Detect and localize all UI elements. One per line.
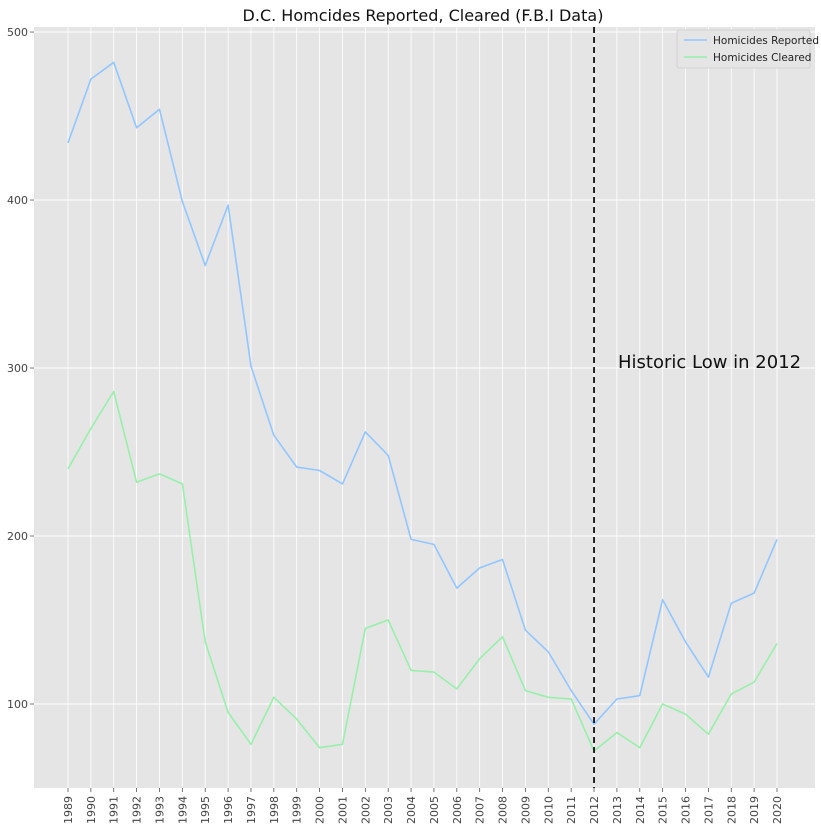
y-tick-label-200: 200	[7, 530, 28, 543]
x-tick-label-2018: 2018	[725, 796, 738, 824]
legend-label-reported: Homicides Reported	[713, 35, 819, 47]
legend-label-cleared: Homicides Cleared	[713, 52, 811, 64]
x-tick-label-2001: 2001	[336, 796, 349, 824]
x-tick-label-2012: 2012	[588, 796, 601, 824]
series-line-reported	[67, 61, 778, 726]
x-tick-label-2003: 2003	[382, 796, 395, 824]
series-line-cleared	[67, 390, 778, 752]
x-tick-label-2004: 2004	[405, 796, 418, 824]
x-tick-label-2019: 2019	[748, 796, 761, 824]
x-axis-ticks: 1989 1990 1991 1992 1993 1994 1995 1996 1997 1998…	[62, 788, 784, 824]
y-tick-label-100: 100	[7, 698, 28, 711]
x-tick-label-1997: 1997	[245, 796, 258, 824]
legend: Homicides Reported Homicides Cleared	[676, 29, 819, 69]
x-tick-label-1998: 1998	[268, 796, 281, 824]
x-tick-label-2013: 2013	[611, 796, 624, 824]
x-tick-label-2005: 2005	[428, 796, 441, 824]
x-tick-label-1989: 1989	[62, 796, 75, 824]
x-tick-label-1992: 1992	[131, 796, 144, 824]
y-tick-label-300: 300	[7, 362, 28, 375]
x-tick-label-2009: 2009	[519, 796, 532, 824]
x-tick-label-2016: 2016	[680, 796, 693, 824]
x-tick-label-1995: 1995	[199, 796, 212, 824]
y-axis-ticks: 100 200 300 400 500	[7, 26, 34, 711]
plot-area	[34, 27, 815, 788]
x-tick-label-1991: 1991	[108, 796, 121, 824]
x-tick-label-2007: 2007	[474, 796, 487, 824]
x-tick-label-2020: 2020	[771, 796, 784, 824]
x-tick-label-1993: 1993	[153, 796, 166, 824]
legend-box	[676, 29, 811, 69]
chart-title: D.C. Homcides Reported, Cleared (F.B.I D…	[243, 6, 604, 25]
x-tick-label-2014: 2014	[634, 796, 647, 824]
x-tick-label-1996: 1996	[222, 796, 235, 824]
y-tick-label-400: 400	[7, 194, 28, 207]
annotation-historic-low: Historic Low in 2012	[618, 352, 801, 373]
x-tick-label-2002: 2002	[359, 796, 372, 824]
x-tick-label-2000: 2000	[314, 796, 327, 824]
y-tick-label-500: 500	[7, 26, 28, 39]
x-tick-label-1994: 1994	[176, 796, 189, 824]
x-tick-label-2015: 2015	[657, 796, 670, 824]
x-tick-label-1999: 1999	[291, 796, 304, 824]
x-tick-label-2011: 2011	[565, 796, 578, 824]
x-tick-label-2008: 2008	[497, 796, 510, 824]
x-tick-label-2006: 2006	[451, 796, 464, 824]
x-tick-label-2017: 2017	[702, 796, 715, 824]
series-lines	[67, 61, 778, 752]
x-tick-label-1990: 1990	[85, 796, 98, 824]
x-tick-label-2010: 2010	[542, 796, 555, 824]
